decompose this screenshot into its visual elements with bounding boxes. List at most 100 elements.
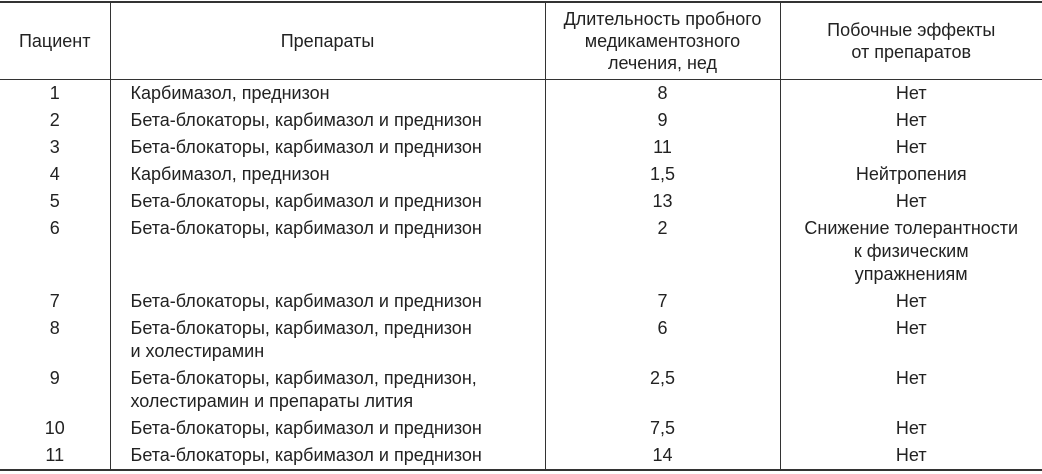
cell-line: Нет (781, 136, 1042, 159)
table-cell: 2,5 (545, 365, 780, 415)
table-row: 10 Бета-блокаторы, карбимазол и преднизон… (0, 415, 1042, 442)
cell-line: 7 (0, 290, 110, 313)
table-cell: 3 (0, 134, 110, 161)
table-cell: 1 (0, 80, 110, 108)
cell-line: лечения, нед (546, 52, 780, 74)
table-cell: Бета-блокаторы, карбимазол и преднизон (110, 415, 545, 442)
table-cell: 2 (0, 107, 110, 134)
cell-line: Бета-блокаторы, карбимазол, преднизон, (131, 367, 545, 390)
cell-line: Бета-блокаторы, карбимазол и преднизон (131, 109, 545, 132)
table-cell: 11 (0, 442, 110, 470)
table-cell: 9 (0, 365, 110, 415)
table-cell: 7 (545, 288, 780, 315)
table-cell: Карбимазол, преднизон (110, 161, 545, 188)
cell-line: Нейтропения (781, 163, 1042, 186)
table-cell: 13 (545, 188, 780, 215)
table-cell: Нет (780, 188, 1042, 215)
cell-line: Бета-блокаторы, карбимазол и преднизон (131, 217, 545, 240)
table-cell: 7 (0, 288, 110, 315)
table-cell: 6 (545, 315, 780, 365)
table-cell: Нет (780, 288, 1042, 315)
cell-line: холестирамин и препараты лития (131, 390, 545, 413)
cell-line: 13 (546, 190, 780, 213)
cell-line: Нет (781, 367, 1042, 390)
table-cell: Бета-блокаторы, карбимазол и преднизон (110, 215, 545, 288)
cell-line: 1 (0, 82, 110, 105)
table-cell: 1,5 (545, 161, 780, 188)
cell-line: 2 (0, 109, 110, 132)
table-cell: Нет (780, 315, 1042, 365)
cell-line: Нет (781, 82, 1042, 105)
cell-line: 11 (0, 444, 110, 467)
cell-line: 11 (546, 136, 780, 159)
table-cell: 8 (545, 80, 780, 108)
cell-line: Нет (781, 109, 1042, 132)
cell-line: 10 (0, 417, 110, 440)
cell-line: Нет (781, 317, 1042, 340)
cell-line: к физическим (781, 240, 1042, 263)
table-cell: Нет (780, 365, 1042, 415)
table-cell: 7,5 (545, 415, 780, 442)
header-cell: Пациент (0, 2, 110, 80)
cell-line: 8 (0, 317, 110, 340)
table-cell: 4 (0, 161, 110, 188)
cell-line: Препараты (111, 30, 545, 52)
cell-line: Пациент (0, 30, 110, 52)
table-cell: Нет (780, 442, 1042, 470)
cell-line: и холестирамин (131, 340, 545, 363)
cell-line: Бета-блокаторы, карбимазол и преднизон (131, 290, 545, 313)
cell-line: 4 (0, 163, 110, 186)
cell-line: 9 (546, 109, 780, 132)
table-row: 11 Бета-блокаторы, карбимазол и преднизон… (0, 442, 1042, 470)
table-cell: Бета-блокаторы, карбимазол и преднизон (110, 107, 545, 134)
table-cell: 5 (0, 188, 110, 215)
cell-line: Снижение толерантности (781, 217, 1042, 240)
table-cell: Нет (780, 134, 1042, 161)
cell-line: Побочные эффекты (781, 19, 1042, 41)
cell-line: Бета-блокаторы, карбимазол, преднизон (131, 317, 545, 340)
cell-line: 6 (546, 317, 780, 340)
table-cell: Нейтропения (780, 161, 1042, 188)
table-cell: Бета-блокаторы, карбимазол, преднизон,хо… (110, 365, 545, 415)
table-cell: Нет (780, 415, 1042, 442)
cell-line: 6 (0, 217, 110, 240)
table-cell: 11 (545, 134, 780, 161)
cell-line: Длительность пробного (546, 8, 780, 30)
cell-line: 14 (546, 444, 780, 467)
cell-line: Бета-блокаторы, карбимазол и преднизон (131, 417, 545, 440)
table-cell: 6 (0, 215, 110, 288)
table-cell: 9 (545, 107, 780, 134)
cell-line: Бета-блокаторы, карбимазол и преднизон (131, 444, 545, 467)
cell-line: 3 (0, 136, 110, 159)
cell-line: Бета-блокаторы, карбимазол и преднизон (131, 190, 545, 213)
cell-line: Нет (781, 444, 1042, 467)
cell-line: Карбимазол, преднизон (131, 82, 545, 105)
table-cell: 10 (0, 415, 110, 442)
cell-line: от препаратов (781, 41, 1042, 63)
table-cell: 14 (545, 442, 780, 470)
table-cell: Бета-блокаторы, карбимазол и преднизон (110, 188, 545, 215)
table-cell: Бета-блокаторы, карбимазол и преднизон (110, 288, 545, 315)
cell-line: 1,5 (546, 163, 780, 186)
cell-line: Карбимазол, преднизон (131, 163, 545, 186)
cell-line: 2 (546, 217, 780, 240)
cell-line: Нет (781, 417, 1042, 440)
table-cell: Нет (780, 80, 1042, 108)
cell-line: Нет (781, 190, 1042, 213)
table-cell: Бета-блокаторы, карбимазол и преднизон (110, 442, 545, 470)
table-cell: 8 (0, 315, 110, 365)
